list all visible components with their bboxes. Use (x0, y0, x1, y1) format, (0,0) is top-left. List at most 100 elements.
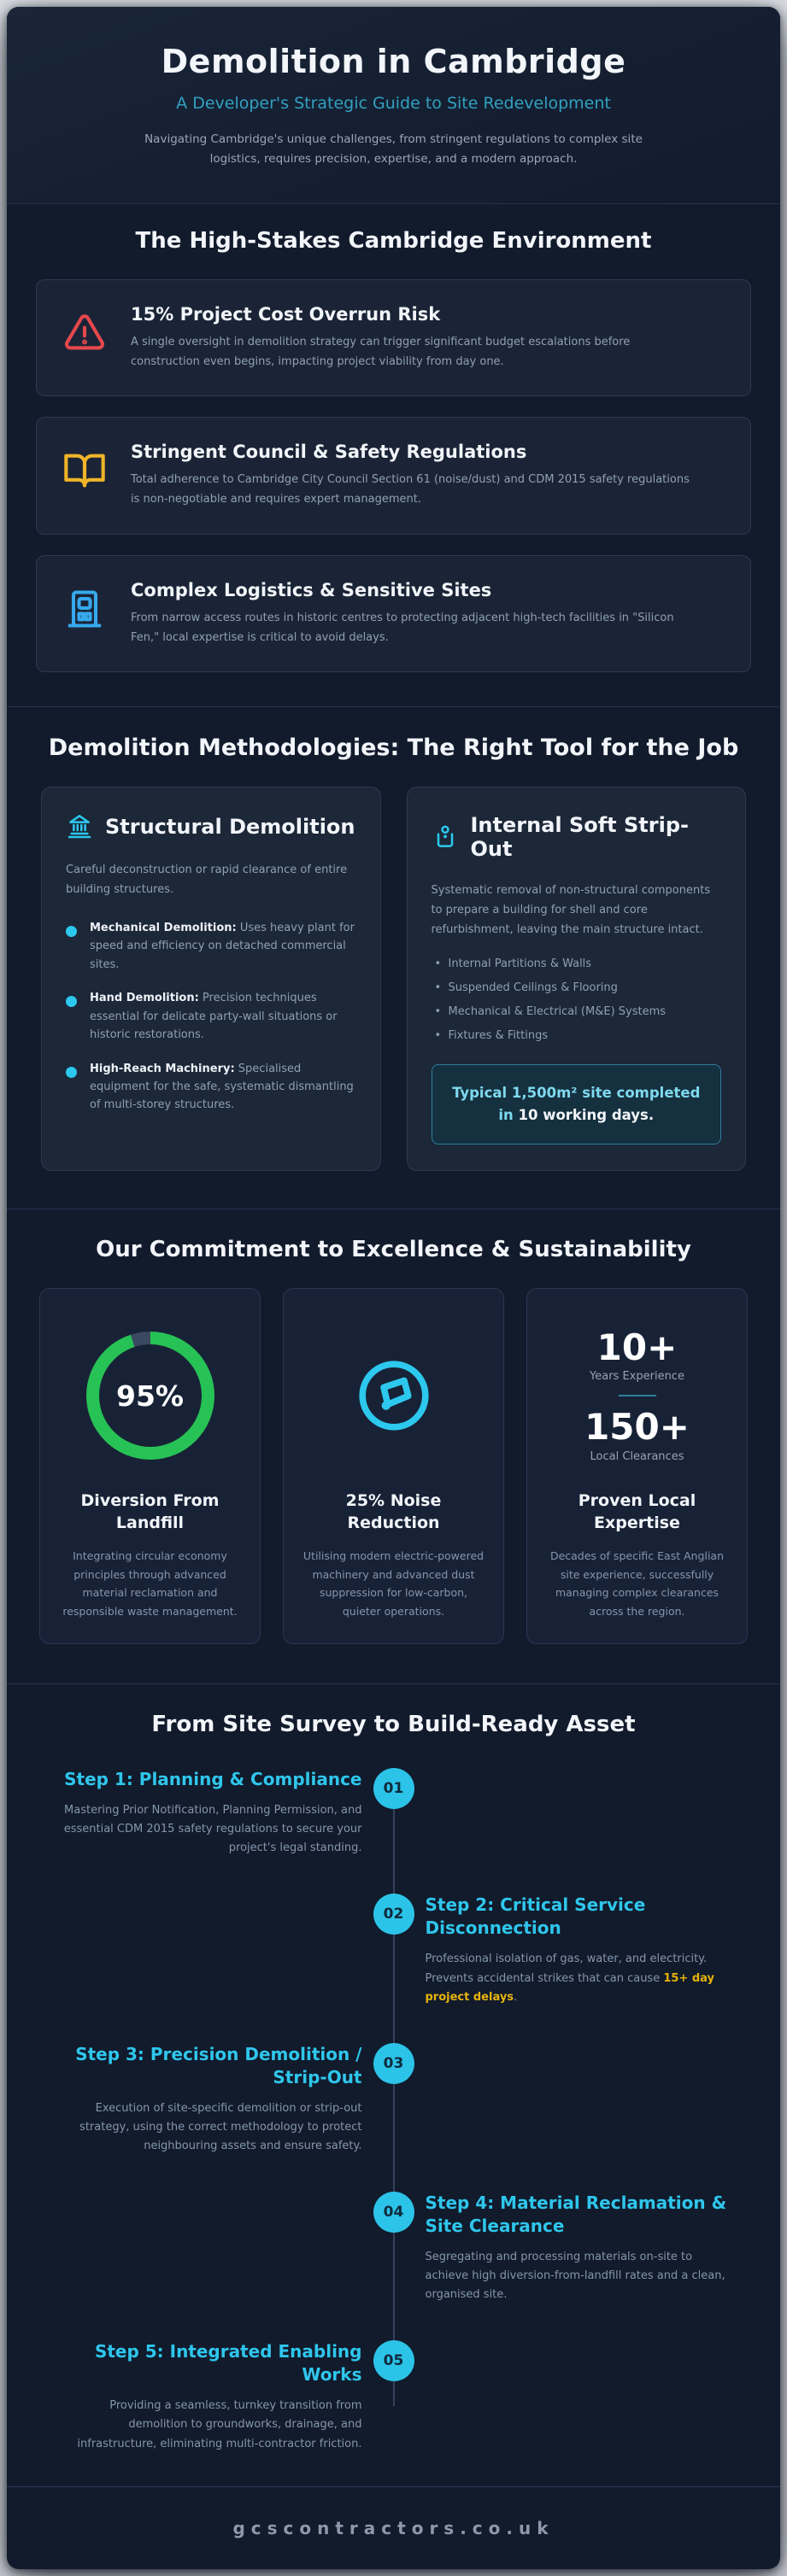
stat-years-label: Years Experience (590, 1370, 684, 1384)
stat-divider (618, 1395, 656, 1397)
risk-card: 15% Project Cost Overrun Risk A single o… (36, 278, 751, 397)
noise-reduction-icon (353, 1355, 435, 1437)
step-4-badge: 04 (373, 2192, 414, 2234)
step-5-text: Step 5: Integrated Enabling Works Provid… (50, 2339, 362, 2453)
completion-time-callout: Typical 1,500m² site completed in 10 wor… (431, 1063, 721, 1145)
open-book-icon (62, 442, 107, 493)
regulations-card-body: Total adherence to Cambridge City Counci… (131, 473, 690, 506)
step-4-text: Step 4: Material Reclamation & Site Clea… (426, 2190, 738, 2304)
step-5-title: Step 5: Integrated Enabling Works (94, 2341, 362, 2386)
stripout-item: Internal Partitions & Walls (432, 957, 722, 970)
logistics-card-body: From narrow access routes in historic ce… (131, 611, 674, 644)
expertise-card-title: Proven Local Expertise (578, 1491, 696, 1533)
step-1-body: Mastering Prior Notification, Planning P… (63, 1804, 362, 1855)
regulations-card-content: Stringent Council & Safety Regulations T… (131, 442, 695, 510)
stripout-title-row: Internal Soft Strip-Out (432, 813, 722, 861)
stat-clearances-label: Local Clearances (590, 1449, 684, 1463)
step-1-title: Step 1: Planning & Compliance (64, 1769, 362, 1790)
landfill-card-body: Integrating circular economy principles … (62, 1549, 238, 1619)
structural-bullet: Mechanical Demolition: Uses heavy plant … (66, 919, 356, 974)
expertise-card-body: Decades of specific East Anglian site ex… (549, 1549, 725, 1619)
donut-chart-wrap: 95% (85, 1314, 214, 1477)
landmark-icon (66, 813, 93, 840)
page-description: Navigating Cambridge's unique challenges… (144, 132, 643, 166)
process-step-3: Step 3: Precision Demolition / Strip-Out… (50, 2041, 737, 2156)
step-1-text: Step 1: Planning & Compliance Mastering … (50, 1766, 362, 1858)
logistics-card-title: Complex Logistics & Sensitive Sites (131, 579, 492, 600)
step-3-body: Execution of site-specific demolition or… (79, 2101, 362, 2152)
noise-card-title: 25% Noise Reduction (345, 1491, 442, 1533)
process-step-2: 02 Step 2: Critical Service Disconnectio… (50, 1892, 737, 2006)
landfill-diversion-card: 95% Diversion From Landfill Integrating … (39, 1288, 261, 1645)
section-environment: The High-Stakes Cambridge Environment 15… (7, 202, 780, 707)
regulations-card-title: Stringent Council & Safety Regulations (131, 442, 527, 463)
structural-intro: Careful deconstruction or rapid clearanc… (66, 864, 348, 897)
building-icon (62, 580, 107, 631)
structural-demolition-card: Structural Demolition Careful deconstruc… (41, 787, 381, 1172)
section-process: From Site Survey to Build-Ready Asset St… (7, 1683, 780, 2485)
page-title: Demolition in Cambridge (161, 43, 626, 80)
step-5-badge: 05 (373, 2340, 414, 2382)
logistics-card-content: Complex Logistics & Sensitive Sites From… (131, 580, 695, 648)
structural-title-row: Structural Demolition (66, 813, 356, 840)
strip-out-icon (432, 823, 459, 851)
infographic-page: Demolition in Cambridge A Developer's St… (7, 7, 780, 2569)
step-1-badge: 01 (373, 1768, 414, 1810)
landfill-card-title: Diversion From Landfill (80, 1491, 220, 1533)
noise-reduction-card: 25% Noise Reduction Utilising modern ele… (283, 1288, 504, 1645)
process-timeline: Step 1: Planning & Compliance Mastering … (50, 1766, 737, 2453)
methodologies-grid: Structural Demolition Careful deconstruc… (41, 787, 746, 1172)
local-expertise-card: 10+ Years Experience 150+ Local Clearanc… (526, 1288, 748, 1645)
stats-block: 10+ Years Experience 150+ Local Clearanc… (584, 1326, 690, 1463)
risk-card-content: 15% Project Cost Overrun Risk A single o… (131, 304, 695, 372)
stats-wrap: 10+ Years Experience 150+ Local Clearanc… (584, 1314, 690, 1477)
delay-highlight: 15+ day project delays (425, 1971, 715, 2004)
risk-card-body: A single oversight in demolition strateg… (131, 335, 631, 368)
noise-card-body: Utilising modern electric-powered machin… (302, 1549, 485, 1619)
regulations-card: Stringent Council & Safety Regulations T… (36, 417, 751, 535)
step-3-title: Step 3: Precision Demolition / Strip-Out (75, 2043, 362, 2087)
step-4-title: Step 4: Material Reclamation & Site Clea… (425, 2193, 727, 2237)
soft-strip-out-card: Internal Soft Strip-Out Systematic remov… (406, 787, 746, 1172)
header: Demolition in Cambridge A Developer's St… (7, 7, 780, 203)
methodologies-heading: Demolition Methodologies: The Right Tool… (48, 735, 739, 762)
section-commitment: Our Commitment to Excellence & Sustainab… (7, 1209, 780, 1683)
section-methodologies: Demolition Methodologies: The Right Tool… (7, 706, 780, 1209)
noise-icon-wrap (353, 1314, 435, 1477)
step-2-badge: 02 (373, 1894, 414, 1935)
logistics-card: Complex Logistics & Sensitive Sites From… (36, 554, 751, 673)
landfill-donut-chart: 95% (85, 1332, 214, 1461)
website-url: gcscontractors.co.uk (232, 2517, 555, 2538)
stripout-items: Internal Partitions & Walls Suspended Ce… (432, 957, 722, 1042)
footer: gcscontractors.co.uk (7, 2485, 780, 2569)
structural-bullets: Mechanical Demolition: Uses heavy plant … (66, 919, 356, 1115)
donut-value: 95% (116, 1379, 184, 1413)
stripout-item: Fixtures & Fittings (432, 1029, 722, 1042)
step-2-body: Professional isolation of gas, water, an… (425, 1952, 715, 2004)
step-5-body: Providing a seamless, turnkey transition… (77, 2399, 362, 2450)
stripout-title: Internal Soft Strip-Out (470, 813, 689, 862)
structural-title: Structural Demolition (105, 815, 355, 840)
commitment-grid: 95% Diversion From Landfill Integrating … (39, 1288, 748, 1645)
stat-years: 10+ (596, 1326, 678, 1369)
structural-bullet: Hand Demolition: Precision techniques es… (66, 989, 356, 1044)
stripout-intro: Systematic removal of non-structural com… (431, 884, 711, 936)
stripout-item: Mechanical & Electrical (M&E) Systems (432, 1005, 722, 1018)
step-4-body: Segregating and processing materials on-… (425, 2251, 725, 2302)
step-3-text: Step 3: Precision Demolition / Strip-Out… (50, 2041, 362, 2156)
step-2-title: Step 2: Critical Service Disconnection (425, 1894, 646, 1939)
process-step-5: Step 5: Integrated Enabling Works Provid… (50, 2339, 737, 2453)
risk-card-title: 15% Project Cost Overrun Risk (131, 303, 441, 325)
stripout-item: Suspended Ceilings & Flooring (432, 981, 722, 994)
alert-triangle-icon (62, 304, 107, 355)
page-subtitle: A Developer's Strategic Guide to Site Re… (176, 94, 611, 113)
stat-clearances: 150+ (584, 1406, 690, 1449)
environment-heading: The High-Stakes Cambridge Environment (135, 227, 652, 254)
process-step-4: 04 Step 4: Material Reclamation & Site C… (50, 2190, 737, 2304)
step-2-text: Step 2: Critical Service Disconnection P… (426, 1892, 738, 2006)
step-3-badge: 03 (373, 2042, 414, 2084)
process-step-1: Step 1: Planning & Compliance Mastering … (50, 1766, 737, 1858)
structural-bullet: High-Reach Machinery: Specialised equipm… (66, 1060, 356, 1115)
commitment-heading: Our Commitment to Excellence & Sustainab… (96, 1237, 691, 1263)
process-heading: From Site Survey to Build-Ready Asset (151, 1712, 636, 1738)
